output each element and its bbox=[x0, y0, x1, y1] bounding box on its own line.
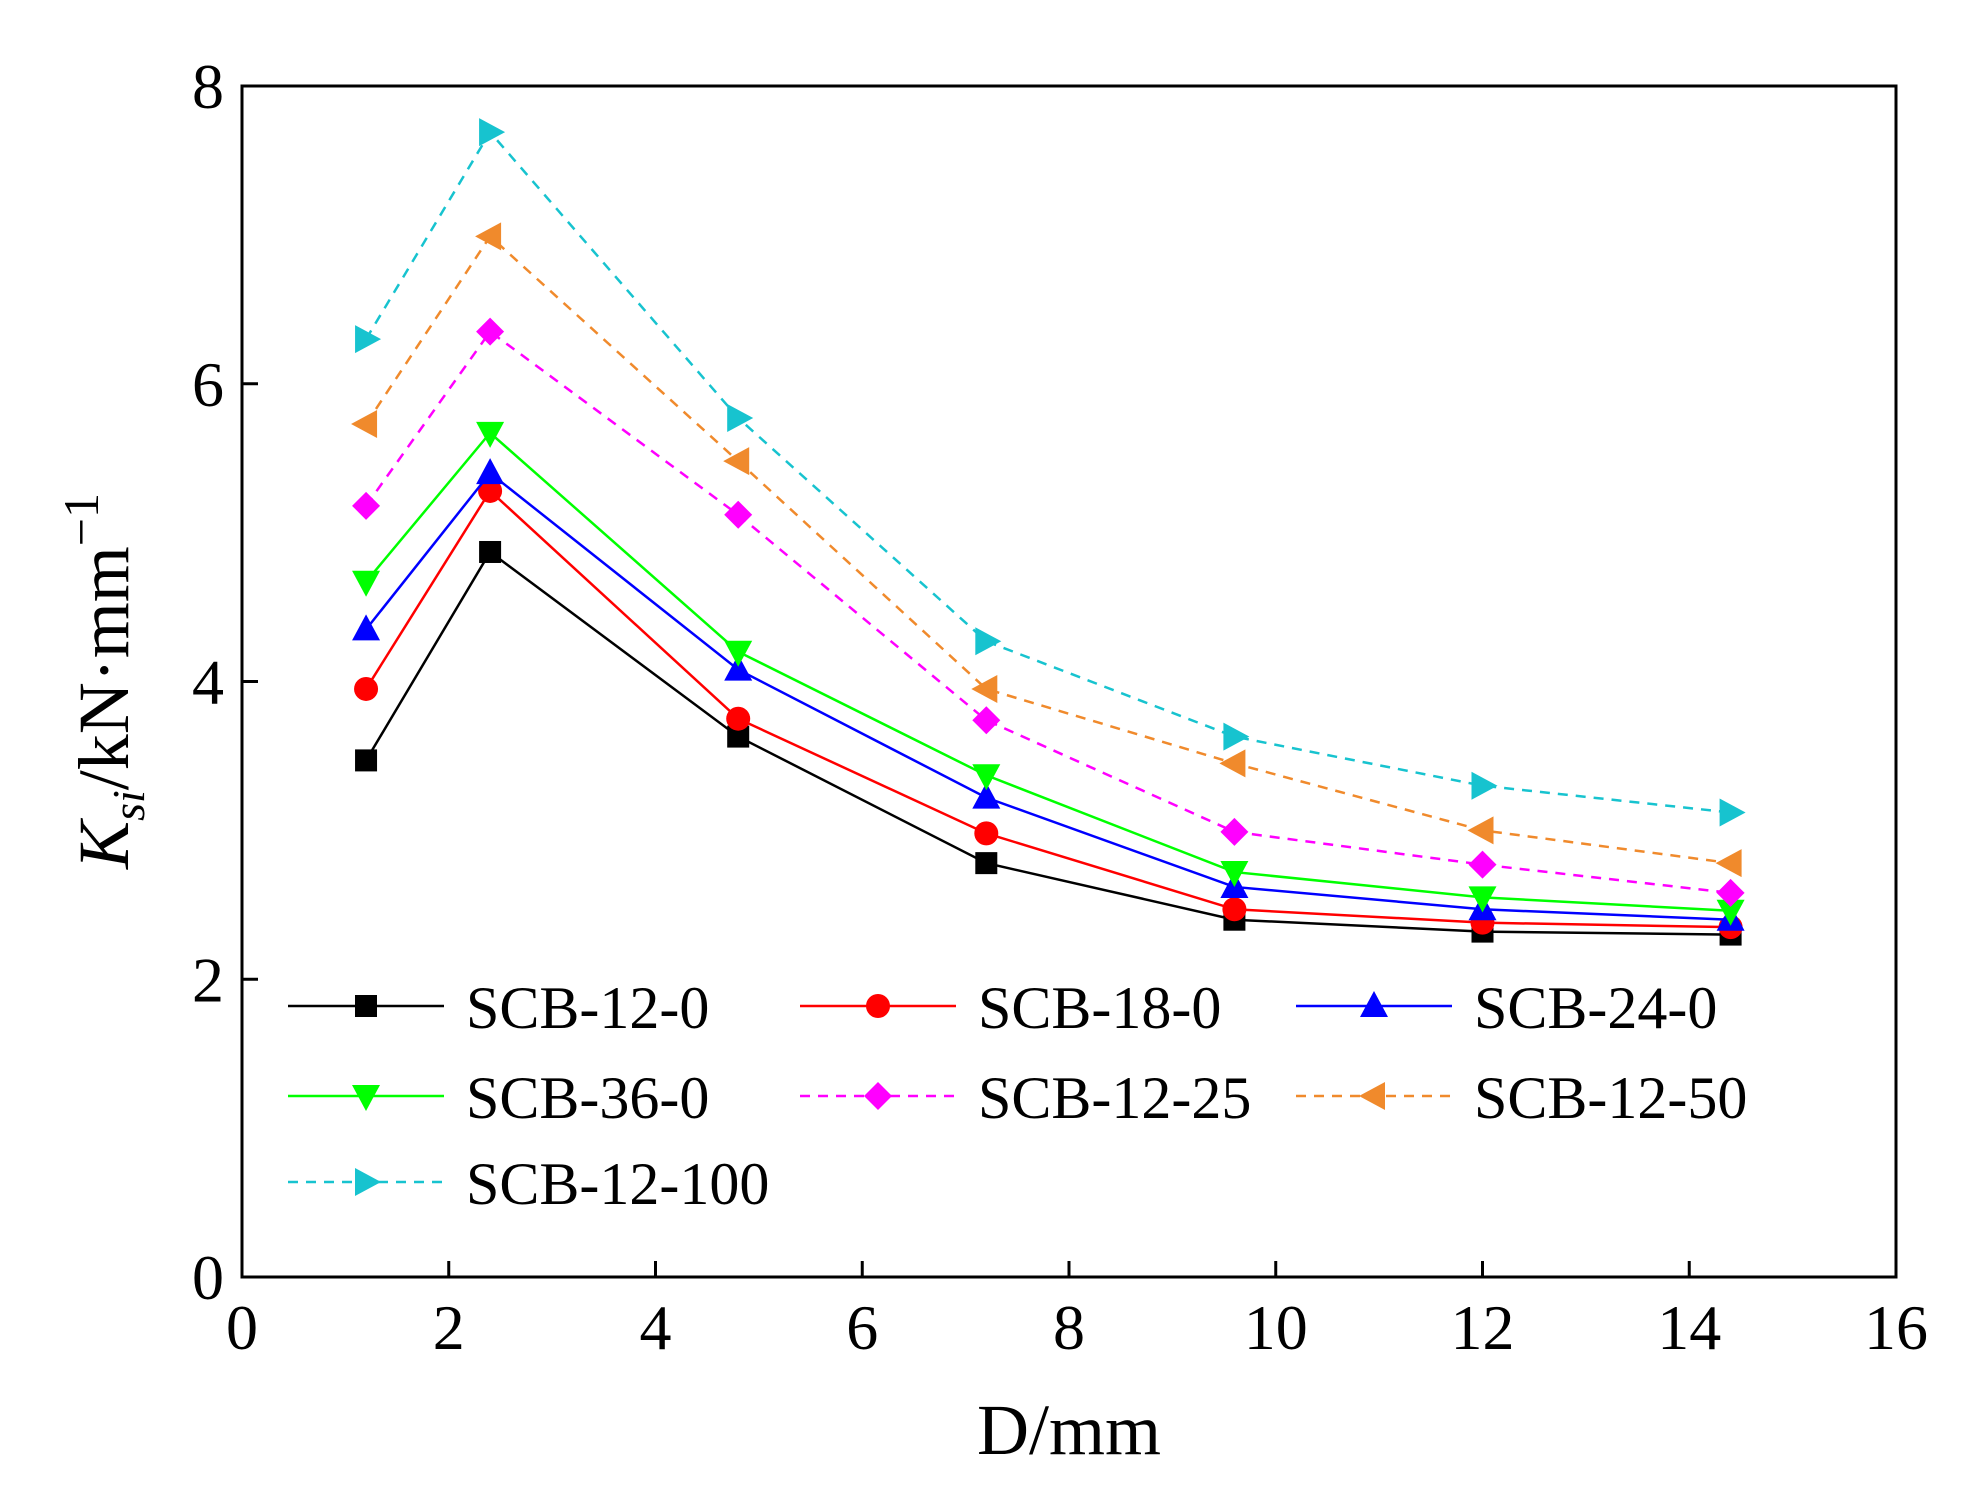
legend-item: SCB-36-0 bbox=[288, 1065, 709, 1131]
data-point bbox=[475, 222, 502, 251]
data-point bbox=[351, 409, 378, 438]
data-point bbox=[355, 325, 382, 354]
legend-item: SCB-12-0 bbox=[288, 975, 709, 1041]
y-axis-label-superscript: −1 bbox=[53, 493, 109, 546]
y-tick-label: 6 bbox=[192, 349, 224, 420]
data-point bbox=[724, 654, 753, 681]
series-line bbox=[364, 550, 1731, 936]
y-tick-label: 4 bbox=[192, 647, 224, 718]
series-line bbox=[364, 489, 1731, 929]
series-SCB-18-0 bbox=[354, 478, 1743, 940]
x-axis-label: D/mm bbox=[977, 1390, 1161, 1470]
y-axis-label-units: /kN·mm bbox=[64, 546, 144, 790]
series-line bbox=[364, 130, 1731, 814]
legend-marker bbox=[866, 994, 890, 1018]
data-point bbox=[1220, 861, 1249, 888]
data-point bbox=[975, 852, 998, 875]
y-axis-label: Ksi/kN·mm−1 bbox=[53, 493, 154, 870]
data-point bbox=[1715, 849, 1742, 878]
data-point bbox=[476, 421, 505, 448]
legend-item: SCB-12-100 bbox=[288, 1151, 769, 1217]
data-point bbox=[352, 570, 381, 597]
data-point bbox=[972, 706, 1001, 735]
data-point bbox=[1468, 886, 1497, 913]
legend-marker bbox=[355, 1168, 381, 1196]
x-tick-label: 0 bbox=[226, 1292, 258, 1363]
legend-marker bbox=[352, 1085, 380, 1111]
data-point bbox=[1223, 722, 1250, 751]
x-tick-label: 8 bbox=[1053, 1292, 1085, 1363]
data-point bbox=[1716, 878, 1745, 907]
legend: SCB-12-0 SCB-18-0 SCB-24-0 SCB-36-0 SCB-12-2… bbox=[288, 975, 1747, 1217]
data-point bbox=[724, 500, 753, 529]
data-point bbox=[354, 676, 379, 701]
data-point bbox=[724, 640, 753, 667]
data-point bbox=[974, 821, 999, 846]
x-tick-label: 12 bbox=[1451, 1292, 1515, 1363]
series-SCB-12-0 bbox=[355, 540, 1742, 946]
data-point bbox=[1719, 798, 1746, 827]
legend-label: SCB-12-25 bbox=[978, 1065, 1251, 1131]
data-point bbox=[1219, 749, 1246, 778]
y-axis-label-subscript: si bbox=[103, 790, 154, 821]
data-point bbox=[355, 749, 378, 772]
data-point bbox=[972, 764, 1001, 791]
data-point bbox=[975, 627, 1002, 656]
series-line bbox=[365, 234, 1731, 865]
data-point bbox=[723, 447, 750, 476]
data-point bbox=[479, 118, 506, 147]
legend-label: SCB-36-0 bbox=[466, 1065, 709, 1131]
legend-item: SCB-24-0 bbox=[1296, 975, 1717, 1041]
legend-item: SCB-18-0 bbox=[800, 975, 1221, 1041]
series-SCB-12-25 bbox=[352, 317, 1745, 907]
x-tick-label: 2 bbox=[433, 1292, 465, 1363]
legend-item: SCB-12-50 bbox=[1296, 1065, 1747, 1131]
data-point bbox=[1222, 897, 1247, 922]
data-point bbox=[476, 458, 505, 485]
series-line bbox=[365, 431, 1731, 913]
x-tick-label: 16 bbox=[1864, 1292, 1928, 1363]
series-SCB-12-50 bbox=[351, 222, 1742, 878]
data-point bbox=[478, 478, 503, 503]
data-point bbox=[476, 317, 505, 346]
legend-label: SCB-12-50 bbox=[1474, 1065, 1747, 1131]
y-tick-label: 0 bbox=[192, 1242, 224, 1313]
data-point bbox=[972, 782, 1001, 809]
data-point bbox=[1220, 817, 1249, 846]
data-point bbox=[727, 403, 754, 432]
x-tick-label: 14 bbox=[1657, 1292, 1721, 1363]
x-tick-label: 10 bbox=[1244, 1292, 1308, 1363]
data-point bbox=[352, 614, 381, 641]
legend-label: SCB-18-0 bbox=[978, 975, 1221, 1041]
data-point bbox=[1716, 899, 1745, 926]
data-point bbox=[352, 491, 381, 520]
series-SCB-24-0 bbox=[352, 458, 1745, 931]
series-SCB-12-100 bbox=[355, 118, 1746, 827]
series-SCB-36-0 bbox=[352, 421, 1745, 926]
x-tick-label: 6 bbox=[846, 1292, 878, 1363]
y-tick-label: 2 bbox=[192, 944, 224, 1015]
legend-marker bbox=[1359, 1082, 1385, 1110]
data-point bbox=[1467, 816, 1494, 845]
y-tick-label: 8 bbox=[192, 51, 224, 122]
legend-marker bbox=[1360, 991, 1388, 1017]
legend-marker bbox=[355, 995, 377, 1017]
data-point bbox=[479, 540, 502, 563]
data-point bbox=[727, 725, 750, 748]
legend-label: SCB-12-0 bbox=[466, 975, 709, 1041]
legend-item: SCB-12-25 bbox=[800, 1065, 1251, 1131]
legend-marker bbox=[864, 1082, 892, 1110]
legend-label: SCB-12-100 bbox=[466, 1151, 769, 1217]
data-point bbox=[1471, 771, 1498, 800]
data-point bbox=[726, 706, 751, 731]
legend-label: SCB-24-0 bbox=[1474, 975, 1717, 1041]
y-axis-label-symbol: K bbox=[64, 817, 144, 870]
data-point bbox=[1468, 850, 1497, 879]
x-tick-label: 4 bbox=[640, 1292, 672, 1363]
data-point bbox=[971, 674, 998, 703]
